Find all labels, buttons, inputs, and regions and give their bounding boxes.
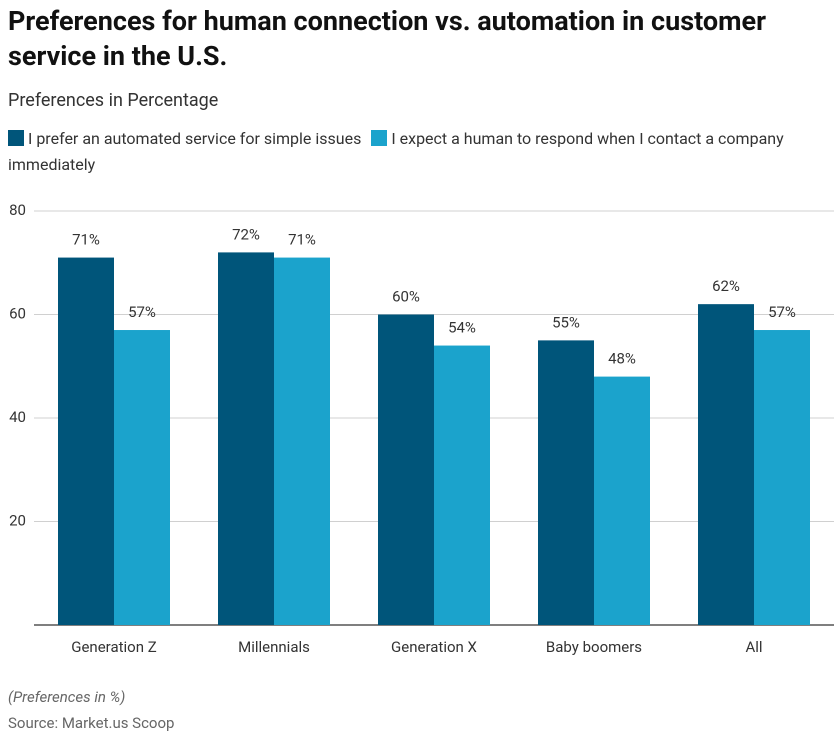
legend-label: I expect a human to respond when I conta… bbox=[8, 129, 784, 174]
bar bbox=[114, 330, 170, 625]
data-label: 62% bbox=[712, 277, 740, 295]
y-tick-label: 60 bbox=[9, 304, 26, 322]
note: (Preferences in %) bbox=[8, 688, 126, 706]
legend: I prefer an automated service for simple… bbox=[8, 126, 838, 178]
y-tick-label: 20 bbox=[9, 511, 26, 529]
bar bbox=[58, 257, 114, 625]
data-label: 72% bbox=[232, 225, 260, 243]
legend-label: I prefer an automated service for simple… bbox=[28, 129, 362, 148]
legend-item: I prefer an automated service for simple… bbox=[8, 129, 361, 148]
bar bbox=[594, 376, 650, 625]
chart: 20 40 60 80 Generation Z 71% 57% Millennials 72%… bbox=[9, 201, 834, 656]
data-label: 54% bbox=[448, 319, 476, 337]
data-label: 71% bbox=[72, 231, 100, 249]
bar bbox=[378, 314, 434, 625]
data-label: 48% bbox=[608, 350, 636, 368]
x-tick-label: All bbox=[745, 638, 762, 656]
y-tick-label: 80 bbox=[9, 201, 26, 219]
x-tick-label: Baby boomers bbox=[546, 638, 642, 656]
bar bbox=[218, 252, 274, 625]
bar bbox=[754, 330, 810, 625]
x-tick-label: Millennials bbox=[238, 638, 310, 656]
bar bbox=[538, 340, 594, 625]
x-tick-label: Generation Z bbox=[71, 638, 156, 656]
data-label: 55% bbox=[552, 313, 580, 331]
data-label: 57% bbox=[128, 303, 156, 321]
legend-swatch bbox=[8, 130, 24, 146]
data-label: 60% bbox=[392, 287, 420, 305]
bar bbox=[274, 257, 330, 625]
legend-swatch bbox=[371, 130, 388, 146]
bar bbox=[434, 345, 490, 625]
chart-subtitle: Preferences in Percentage bbox=[8, 90, 219, 111]
x-tick-label: Generation X bbox=[391, 638, 477, 656]
y-tick-label: 40 bbox=[9, 408, 26, 426]
data-label: 57% bbox=[768, 303, 796, 321]
source: Source: Market.us Scoop bbox=[8, 714, 175, 732]
data-label: 71% bbox=[288, 231, 316, 249]
chart-title: Preferences for human connection vs. aut… bbox=[8, 5, 766, 72]
bar bbox=[698, 304, 754, 625]
legend-item: I expect a human to respond when I conta… bbox=[8, 129, 784, 174]
